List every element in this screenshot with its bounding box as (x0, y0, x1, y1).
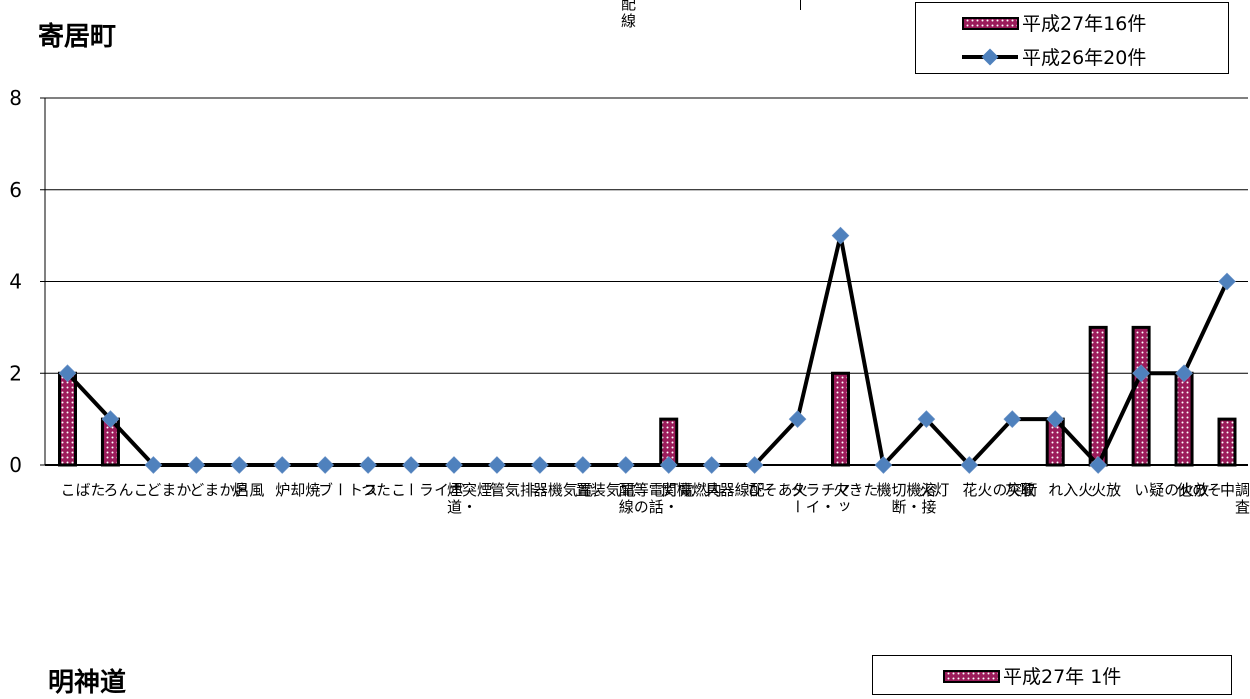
category-label: ストーブ (316, 482, 380, 499)
line-point (1089, 456, 1108, 474)
category-label: 電気装置 (573, 482, 637, 499)
category-label: たき火 (831, 482, 880, 499)
line-point (1132, 364, 1150, 383)
line-point (316, 456, 335, 474)
category-label: 煙突・煙道 (445, 482, 493, 516)
category-label: かまど (144, 482, 193, 499)
category-label: 風呂かまど (187, 482, 266, 499)
category-label: 電気機器 (530, 482, 594, 499)
y-tick-label: 2 (9, 361, 22, 385)
category-label: 排気管 (487, 482, 536, 499)
category-label: 衝突の火花 (960, 482, 1039, 499)
bar (58, 371, 77, 467)
line-point (788, 410, 807, 428)
category-label: たばこ (58, 482, 107, 499)
legend-line-label: 平成26年20件 (1022, 47, 1147, 69)
line-point (230, 456, 249, 474)
line-point (531, 456, 549, 474)
legend-item-bar: 平成27年16件 (960, 9, 1146, 36)
category-label: こたつ (359, 482, 408, 499)
top-fragment-line (800, 0, 801, 10)
category-label: 取灰 (1003, 482, 1037, 499)
category-label: 火入れ (1046, 482, 1095, 499)
line-point (1046, 410, 1065, 428)
line-point (488, 456, 506, 474)
y-tick-label: 6 (9, 178, 22, 202)
line-point (445, 456, 463, 474)
y-tick-label: 0 (9, 453, 22, 477)
category-label: マッチ・ライター (788, 482, 852, 516)
legend-item-line: 平成26年20件 (960, 43, 1146, 70)
category-label: ボイラー (402, 482, 466, 499)
category-label: 不明・調査中 (1218, 482, 1250, 516)
category-label: その他 (1175, 482, 1224, 499)
line-point (101, 410, 120, 428)
y-tick-label: 4 (9, 270, 22, 294)
line-point (273, 456, 292, 474)
legend-line-swatch (962, 48, 1018, 65)
line-point (831, 226, 850, 245)
next-legend-item: 平成27年 1件 (941, 662, 1121, 689)
category-label: 灯火 (917, 482, 951, 499)
next-legend-bar-swatch (943, 669, 1000, 683)
category-label: 電灯・電話等の配線 (616, 482, 695, 516)
line-point (1175, 364, 1193, 383)
category-label: 放火の疑い (1132, 482, 1211, 499)
line-point (917, 410, 936, 428)
y-tick-label: 8 (9, 86, 22, 110)
category-label: 焼却炉 (273, 482, 322, 499)
line-point (1003, 410, 1022, 428)
line-point (960, 456, 979, 474)
line-point (58, 364, 77, 383)
line-point (1218, 272, 1236, 291)
legend-bar-swatch (962, 16, 1019, 30)
line-point (702, 456, 721, 474)
next-legend-label: 平成27年 1件 (1003, 666, 1122, 688)
line-point (144, 456, 163, 474)
line-point (187, 456, 206, 474)
line-point (745, 456, 764, 474)
category-label: 炉 (230, 482, 249, 499)
category-label: 溶接機・切断機 (874, 482, 938, 516)
line-point (874, 456, 893, 474)
chart-legend: 平成27年16件 平成26年20件 (915, 2, 1229, 74)
line-point (402, 456, 420, 474)
category-label: 放火 (1089, 482, 1123, 499)
series-line (66, 233, 1229, 467)
category-label: 内燃機関 (659, 482, 723, 499)
top-fragment-text: 配線 (619, 0, 637, 30)
category-label: こんろ (101, 482, 150, 499)
category-label: 配線器具 (702, 482, 766, 499)
next-chart-legend: 平成27年 1件 (872, 655, 1232, 695)
category-label: 火あそび (745, 482, 809, 499)
next-chart-title: 明神道 (48, 668, 127, 698)
line-point (616, 456, 635, 474)
line-point (359, 456, 377, 474)
line-point (573, 456, 592, 474)
bar (1174, 371, 1194, 467)
chart-plot: 0 2 4 6 8 (9, 86, 1248, 477)
chart-title: 寄居町 (38, 22, 117, 52)
bar (1088, 325, 1108, 467)
bar (1131, 325, 1151, 467)
bar (831, 371, 850, 467)
line-point (659, 456, 678, 474)
bar (1217, 417, 1237, 467)
legend-bar-label: 平成27年16件 (1022, 13, 1147, 35)
